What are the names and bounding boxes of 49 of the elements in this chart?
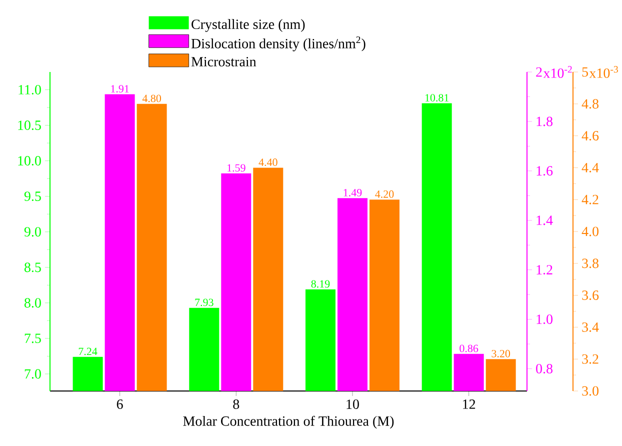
y-tick-label: 8.0 [24,298,41,308]
y3-tick-label: 4.6 [582,131,599,141]
y2-tick-label: 1.8 [536,116,552,126]
y-tick-label: 8.5 [24,262,41,272]
data-label: 0.86 [460,344,478,352]
data-label: 4.80 [142,94,162,102]
y-tick-label: 10.0 [18,156,41,166]
y2-tick-label: 0.8 [536,364,552,374]
data-label: 7.24 [78,348,98,356]
y3-tick-label: 3.8 [582,258,598,268]
data-label: 3.20 [492,350,510,358]
data-label: 4.20 [375,190,394,198]
y-tick-label: 9.5 [24,192,41,202]
y-tick-label: 11.0 [18,84,41,95]
data-label: 4.40 [258,158,278,166]
y-tick-label: 7.5 [24,334,41,344]
legend-label: Crystallite size (nm) [192,19,305,32]
text: x10$^{-3}$ [589,66,618,78]
data-label: 8.19 [311,280,330,288]
y3-tick-label: 3.0 [582,386,598,396]
y3-tick-label: 3.2 [582,354,598,364]
y-tick-label: 10.5 [18,120,41,130]
y2-tick-label: 1.6 [536,166,553,176]
data-label: 7.93 [195,298,214,306]
y3-tick-label: 3.6 [582,290,599,300]
data-label: 1.59 [227,164,246,172]
data-label: 10.81 [425,94,449,102]
y2-tick-label: 2 [536,67,542,77]
x-tick-label: 12 [463,400,476,409]
x-tick-label: 6 [116,400,123,409]
y3-tick-label: 4.4 [582,162,599,172]
y-tick-label: 9.0 [24,227,41,237]
y3-tick-label: 4.0 [582,226,598,236]
y3-tick-label: 4.2 [582,194,598,204]
legend-label: Microstrain [191,57,256,66]
y3-tick-label: 5 [582,67,588,77]
y-tick-label: 7.0 [24,369,41,379]
x-tick-label: 8 [233,400,240,409]
x-axis-title: Molar Concentration of Thiourea (M) [183,416,394,429]
y3-tick-label: 3.4 [582,322,599,332]
y2-tick-label: 1.2 [536,265,552,275]
x-tick-label: 10 [346,400,359,409]
y2-tick-label: 1.4 [536,216,553,226]
text: x10$^{-2}$ [543,66,572,78]
legend-label: Dislocation density (lines/nm$^{2}$) [191,36,366,52]
data-label: 1.91 [111,85,129,93]
data-label: 1.49 [344,188,362,196]
y3-tick-label: 4.8 [582,99,598,109]
y2-tick-label: 1.0 [536,314,552,324]
